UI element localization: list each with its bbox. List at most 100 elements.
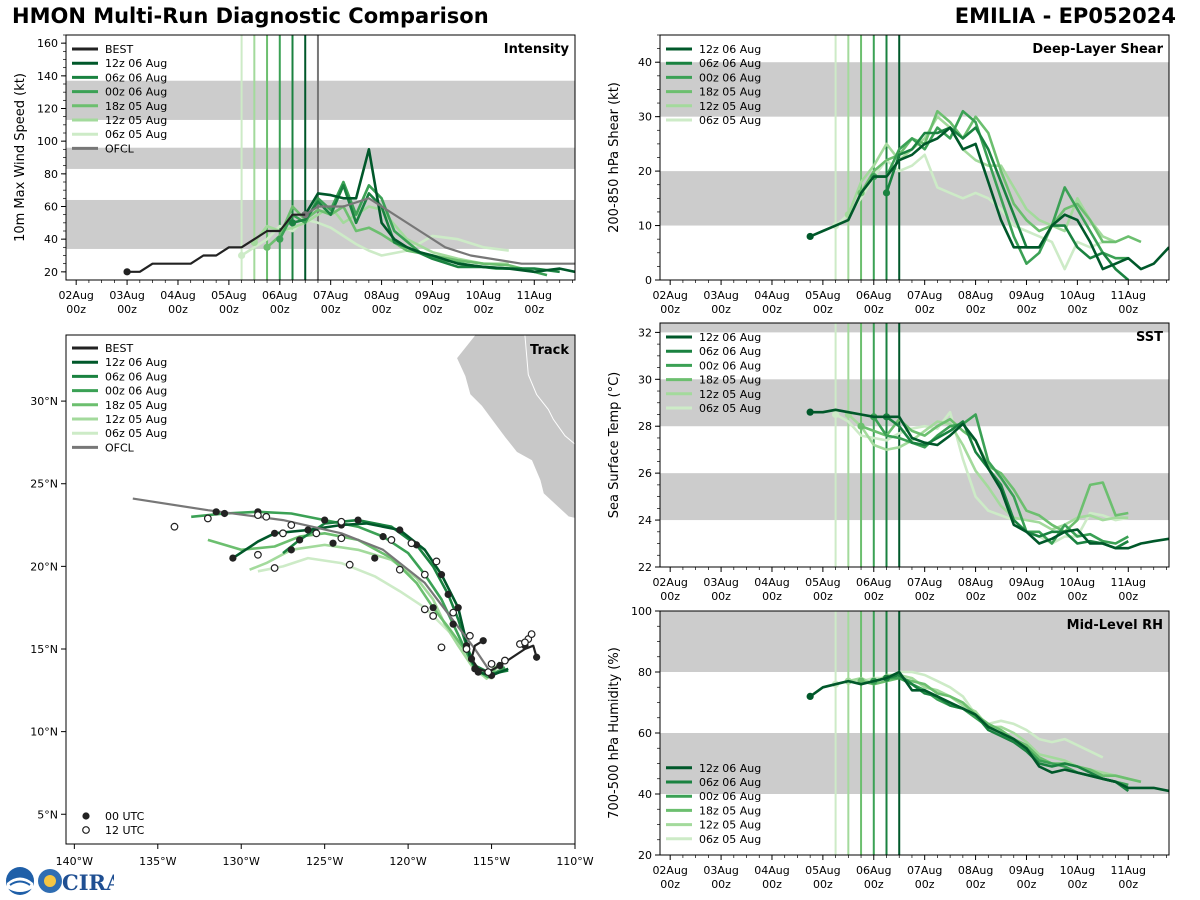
sst-title: SST	[1136, 330, 1163, 345]
track-legend-label: 12z 05 Aug	[105, 413, 167, 426]
shear-xtick-sublabel: 00z	[762, 303, 782, 316]
shear-xtick-label: 02Aug	[652, 289, 687, 302]
shear-series-start-point	[882, 189, 891, 197]
sst-xtick-sublabel: 00z	[813, 590, 833, 603]
intensity-ytick-label: 140	[37, 70, 58, 83]
track-marker-00utc	[467, 655, 476, 663]
rh-xtick-sublabel: 00z	[660, 878, 680, 891]
sst-xtick-label: 10Aug	[1060, 576, 1095, 589]
track-xtick-label: 140°W	[56, 855, 93, 868]
track-legend-label: 12z 06 Aug	[105, 356, 167, 369]
shear-legend-label: 06z 05 Aug	[699, 114, 761, 127]
intensity-legend-label: OFCL	[105, 142, 135, 155]
track-ytick-label: 30°N	[30, 395, 58, 408]
sst-xtick-sublabel: 00z	[1118, 590, 1138, 603]
sst-plot-area	[660, 323, 1169, 567]
track-marker-12utc	[432, 557, 441, 566]
shear-series-start-point	[806, 232, 814, 241]
track-marker-00utc	[271, 529, 279, 537]
rh-ytick-label: 60	[638, 727, 652, 740]
track-plot-area	[132, 335, 575, 681]
intensity-xtick-sublabel: 00z	[473, 303, 493, 316]
sst-band	[660, 323, 1169, 333]
track-marker-12utc	[262, 512, 271, 521]
track-legend-label: 06z 05 Aug	[105, 427, 167, 440]
track-legend-00utc-label: 00 UTC	[105, 810, 145, 823]
sst-series-start-point	[806, 408, 814, 416]
rh-ylabel: 700-500 hPa Humidity (%)	[607, 647, 622, 819]
rh-xtick-label: 09Aug	[1009, 864, 1044, 877]
track-marker-00utc	[474, 668, 482, 676]
track-marker-00utc	[533, 653, 541, 661]
sst-xtick-label: 08Aug	[958, 576, 993, 589]
track-marker-12utc	[420, 605, 429, 614]
shear-series-line	[809, 126, 1169, 271]
shear-xtick-sublabel: 00z	[660, 303, 680, 316]
shear-xtick-label: 10Aug	[1060, 289, 1095, 302]
sst-xtick-sublabel: 00z	[915, 590, 935, 603]
rh-xtick-sublabel: 00z	[711, 878, 731, 891]
shear-ylabel: 200-850 hPa Shear (kt)	[607, 82, 622, 233]
logos: CIRA	[6, 867, 114, 895]
rh-xtick-label: 11Aug	[1111, 864, 1146, 877]
sst-xtick-sublabel: 00z	[966, 590, 986, 603]
rh-xtick-sublabel: 00z	[813, 878, 833, 891]
sst-series-line	[847, 413, 1129, 531]
track-xtick-label: 135°W	[139, 855, 176, 868]
intensity-legend-label: 12z 05 Aug	[105, 114, 167, 127]
intensity-xtick-sublabel: 00z	[66, 303, 86, 316]
shear-series-line	[885, 126, 1130, 280]
rh-xtick-sublabel: 00z	[1017, 878, 1037, 891]
track-marker-00utc	[437, 571, 446, 579]
rh-xtick-label: 08Aug	[958, 864, 993, 877]
sst-series-start-point	[832, 410, 840, 419]
track-xtick-label: 110°W	[556, 855, 593, 868]
shear-xtick-label: 07Aug	[907, 289, 942, 302]
shear-band	[660, 62, 1169, 117]
intensity-xtick-label: 08Aug	[364, 289, 399, 302]
shear-xtick-label: 04Aug	[754, 289, 789, 302]
track-legend-label: OFCL	[105, 441, 135, 454]
track-marker-00utc	[304, 526, 312, 534]
shear-xtick-label: 05Aug	[805, 289, 840, 302]
sst-ytick-label: 28	[638, 420, 652, 433]
track-marker-00utc	[496, 661, 504, 670]
intensity-xtick-sublabel: 00z	[372, 303, 392, 316]
cira-logo-icon: CIRA	[38, 869, 114, 895]
track-marker-00utc	[354, 516, 362, 524]
track-marker-12utc	[395, 565, 404, 574]
track-marker-00utc	[212, 508, 220, 516]
rh-xtick-label: 05Aug	[805, 864, 840, 877]
intensity-xtick-label: 05Aug	[211, 289, 246, 302]
track-marker-00utc	[229, 554, 237, 562]
track-marker-12utc	[287, 521, 296, 529]
rh-xtick-sublabel: 00z	[966, 878, 986, 891]
track-legend-label: 06z 06 Aug	[105, 370, 167, 383]
track-marker-00utc	[479, 637, 487, 645]
track-marker-12utc	[337, 517, 346, 526]
rh-xtick-sublabel: 00z	[915, 878, 935, 891]
intensity-xtick-label: 09Aug	[415, 289, 450, 302]
rh-legend-label: 06z 06 Aug	[699, 776, 761, 789]
track-marker-12utc	[254, 511, 262, 520]
intensity-legend-label: 06z 05 Aug	[105, 128, 167, 141]
rh-xtick-label: 06Aug	[856, 864, 891, 877]
intensity-ytick-label: 120	[37, 103, 58, 116]
sst-xtick-label: 06Aug	[856, 576, 891, 589]
cira-logo-text: CIRA	[62, 870, 114, 895]
track-marker-12utc	[437, 643, 446, 652]
sst-xtick-label: 05Aug	[805, 576, 840, 589]
track-marker-12utc	[487, 659, 496, 668]
shear-xtick-sublabel: 00z	[813, 303, 833, 316]
sst-xtick-sublabel: 00z	[864, 590, 884, 603]
track-marker-12utc	[170, 522, 179, 531]
rh-plot-area	[660, 611, 1169, 855]
track-xtick-label: 115°W	[473, 855, 510, 868]
shear-series-line	[859, 109, 1142, 244]
track-marker-12utc	[462, 645, 471, 653]
intensity-xtick-label: 03Aug	[109, 289, 144, 302]
intensity-band	[66, 147, 575, 169]
shear-legend-label: 18z 05 Aug	[699, 86, 761, 99]
intensity-xtick-sublabel: 00z	[117, 303, 137, 316]
